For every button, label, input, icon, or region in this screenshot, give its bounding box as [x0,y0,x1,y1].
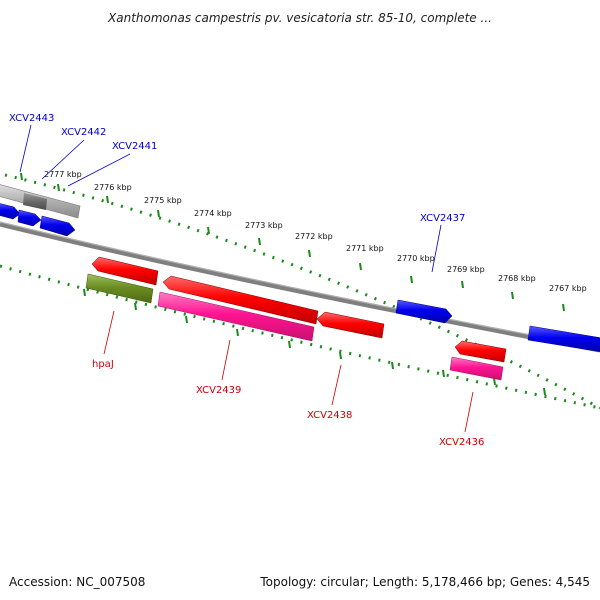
leader-line [41,139,85,180]
scale-tick [461,280,464,289]
scale-tick [134,302,137,311]
lower-scale-track [0,264,600,410]
scale-labels: 2777 kbp 2776 kbp 2775 kbp 2774 kbp 2773… [44,170,587,293]
tick-label: 2777 kbp [44,170,82,179]
gene-arrow-right-edge[interactable] [527,325,600,352]
scale-tick [308,249,311,258]
tick-label: 2773 kbp [245,221,283,230]
gene-arrow-red-1[interactable] [91,256,159,286]
tick-label: 2775 kbp [144,196,182,205]
scale-tick [339,351,342,360]
gene-label-xcv2439[interactable]: XCV2439 [196,385,241,396]
scale-tick [258,237,261,246]
tick-label: 2767 kbp [549,284,587,293]
gene-arrow-xcv2437[interactable] [395,299,453,324]
scale-tick [511,291,514,300]
scale-tick [410,275,413,284]
gene-arrow-xcv2441[interactable] [39,215,76,237]
scale-tick [207,226,210,235]
tick-label: 2772 kbp [295,232,333,241]
scale-tick [442,369,445,378]
scale-tick [106,195,109,204]
tick-label: 2774 kbp [194,209,232,218]
tick-label: 2771 kbp [346,244,384,253]
upper-scale-track [4,172,600,410]
leader-line [19,124,32,173]
leader-line [221,339,231,381]
gene-arrow-red-3[interactable] [316,311,385,339]
leader-line [331,364,342,406]
genome-backbone [0,221,600,353]
leader-line [431,224,442,273]
tick-label: 2768 kbp [498,274,536,283]
tick-label: 2769 kbp [447,265,485,274]
gene-bar-xcv2439[interactable] [157,291,315,342]
gene-label-xcv2441[interactable]: XCV2441 [112,141,157,152]
plus-strand-labels: XCV2443 XCV2442 XCV2441 XCV2437 [9,113,465,273]
scale-tick [185,315,188,324]
gray-feature-segment[interactable] [23,193,47,210]
scale-tick [288,340,291,349]
gene-label-xcv2443[interactable]: XCV2443 [9,113,54,124]
scale-tick [20,172,23,181]
genome-backbone-top [0,221,600,349]
gene-arrow-red-2[interactable] [162,275,319,325]
leader-line [103,310,115,355]
gene-arrow-xcv2443[interactable] [0,203,21,220]
gene-label-hpaj[interactable]: hpaJ [92,359,114,370]
tick-label: 2770 kbp [397,254,435,263]
genome-summary-text: Topology: circular; Length: 5,178,466 bp… [259,575,590,589]
accession-text: Accession: NC_007508 [9,575,145,589]
scale-tick [157,209,160,218]
minus-strand-labels: hpaJ XCV2439 XCV2438 XCV2436 [92,310,484,448]
leader-line [464,391,474,433]
gene-arrow-red-4[interactable] [454,340,507,363]
scale-tick [391,361,394,370]
gene-bar-xcv2436[interactable] [449,356,504,381]
scale-tick [562,303,565,312]
map-title: Xanthomonas campestris pv. vesicatoria s… [107,11,492,25]
scale-tick [493,377,496,386]
scale-tick [359,262,362,271]
tick-label: 2776 kbp [94,183,132,192]
scale-tick [236,328,239,337]
gene-label-xcv2437[interactable]: XCV2437 [420,213,465,224]
gene-label-xcv2436[interactable]: XCV2436 [439,437,484,448]
gene-label-xcv2438[interactable]: XCV2438 [307,410,352,421]
gene-arrow-xcv2442[interactable] [17,209,42,227]
scale-tick [83,288,86,297]
gene-bar-hpaj[interactable] [85,273,154,304]
leader-line [67,153,131,187]
gene-label-xcv2442[interactable]: XCV2442 [61,127,106,138]
scale-tick [543,387,546,396]
scale-tick [57,183,60,192]
